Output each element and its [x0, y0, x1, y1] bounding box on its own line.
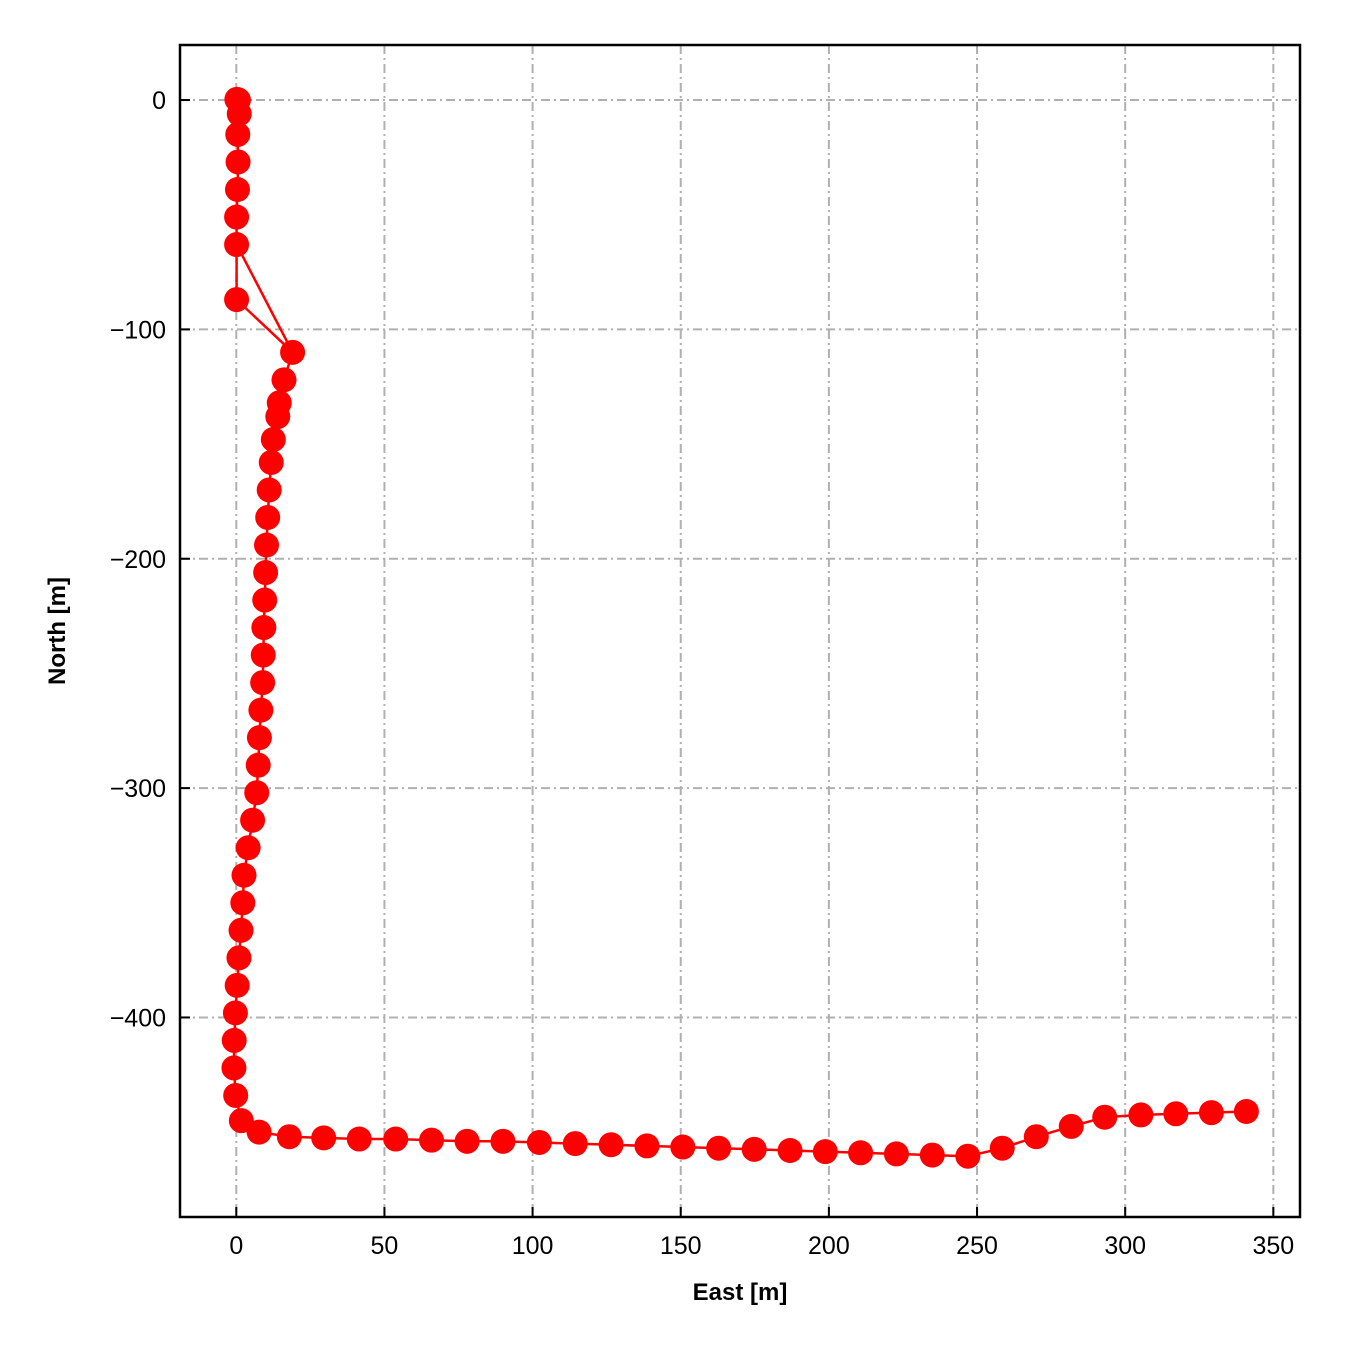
data-point	[383, 1126, 409, 1152]
series-line	[232, 98, 1247, 1158]
data-point	[1233, 1098, 1259, 1124]
data-point	[225, 149, 251, 175]
data-point	[250, 642, 276, 668]
x-tick-label: 250	[956, 1232, 998, 1260]
x-tick-label: 200	[808, 1232, 850, 1260]
data-point	[244, 780, 270, 806]
y-tick-label: −300	[110, 775, 166, 803]
data-point	[526, 1129, 552, 1155]
data-point	[251, 615, 277, 641]
data-point	[598, 1132, 624, 1158]
x-axis: 0 50 100 150 200 250 300 350	[229, 1207, 1294, 1260]
data-point	[255, 504, 281, 530]
data-point	[222, 1000, 248, 1026]
data-point	[221, 1027, 247, 1053]
data-point	[226, 945, 252, 971]
x-tick-label: 0	[229, 1232, 243, 1260]
data-point	[235, 835, 261, 861]
data-point	[706, 1135, 732, 1161]
data-point	[225, 121, 251, 147]
data-point	[955, 1143, 981, 1169]
data-point	[848, 1140, 874, 1166]
data-point	[252, 587, 278, 613]
y-tick-label: −200	[110, 546, 166, 574]
data-point	[812, 1139, 838, 1165]
data-point	[246, 725, 272, 751]
data-point	[254, 532, 280, 558]
data-point	[260, 426, 286, 452]
data-point	[919, 1142, 945, 1168]
data-point	[989, 1135, 1015, 1161]
data-point	[490, 1128, 516, 1154]
data-point	[223, 1082, 249, 1108]
y-axis-title: North [m]	[44, 577, 71, 685]
data-point	[265, 404, 291, 430]
data-point	[670, 1134, 696, 1160]
y-tick-label: 0	[152, 87, 166, 115]
data-point	[1163, 1101, 1189, 1127]
data-point	[454, 1128, 480, 1154]
data-point	[224, 176, 250, 202]
x-tick-label: 50	[371, 1232, 399, 1260]
data-point	[419, 1127, 445, 1153]
data-point	[240, 807, 266, 833]
data-point	[777, 1137, 803, 1163]
x-tick-label: 100	[512, 1232, 554, 1260]
data-point	[228, 1108, 254, 1134]
x-axis-title: East [m]	[693, 1279, 788, 1306]
data-point	[271, 367, 297, 393]
y-tick-label: −400	[110, 1004, 166, 1032]
data-point	[250, 670, 276, 696]
y-tick-label: −100	[110, 316, 166, 344]
data-point	[311, 1125, 337, 1151]
data-point	[228, 917, 254, 943]
y-axis: 0 −100 −200 −300 −400	[110, 87, 190, 1032]
data-point	[246, 1119, 272, 1145]
data-point	[224, 287, 250, 313]
data-point	[634, 1133, 660, 1159]
data-point	[562, 1131, 588, 1157]
data-point	[224, 232, 250, 258]
data-point	[1092, 1104, 1118, 1130]
data-point	[248, 697, 274, 723]
data-line	[232, 98, 1247, 1158]
x-tick-label: 350	[1252, 1232, 1294, 1260]
data-point	[226, 101, 252, 127]
data-point	[258, 449, 284, 475]
data-point	[280, 339, 306, 365]
data-point	[1198, 1100, 1224, 1126]
data-point	[883, 1141, 909, 1167]
data-point	[1058, 1113, 1084, 1139]
grid-lines	[180, 45, 1300, 1217]
data-point	[231, 862, 257, 888]
data-point	[256, 477, 282, 503]
data-point	[221, 1055, 247, 1081]
data-point	[224, 972, 250, 998]
x-tick-label: 300	[1104, 1232, 1146, 1260]
data-point	[230, 890, 256, 916]
data-points	[221, 86, 1259, 1169]
x-tick-label: 150	[660, 1232, 702, 1260]
data-point	[245, 752, 271, 778]
data-point	[346, 1126, 372, 1152]
data-point	[253, 560, 279, 586]
data-point	[741, 1136, 767, 1162]
data-point	[1023, 1124, 1049, 1150]
data-point	[1128, 1102, 1154, 1128]
series-line-segment	[235, 298, 294, 354]
data-point	[276, 1124, 302, 1150]
data-point	[224, 204, 250, 230]
axes-frame	[178, 43, 1302, 1219]
